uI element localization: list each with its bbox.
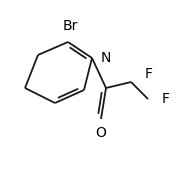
Text: F: F (162, 92, 170, 106)
Text: N: N (101, 51, 111, 65)
Text: O: O (95, 126, 106, 140)
Text: Br: Br (62, 19, 78, 33)
Text: F: F (145, 67, 153, 81)
